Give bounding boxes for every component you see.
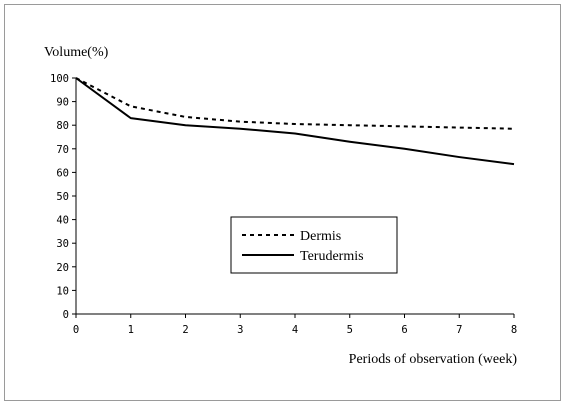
legend-items: Dermis Terudermis: [242, 229, 364, 264]
y-tick-label: 0: [63, 309, 69, 321]
legend-box: [230, 216, 398, 274]
y-tick-label: 40: [56, 215, 69, 227]
y-tick-label: 20: [56, 262, 69, 274]
y-tick-label: 100: [50, 73, 69, 85]
axes: 0 10 20 30 40 50 60 70 80 90 100 0 1 2 3 4 5 6 7 8: [50, 73, 517, 336]
series-line-dermis: [75, 77, 515, 130]
legend-label-dermis: Dermis: [300, 229, 341, 244]
x-tick-label: 8: [511, 324, 517, 336]
y-axis-title: Volume(%): [44, 45, 109, 60]
x-tick-label: 6: [401, 324, 407, 336]
x-tick-label: 7: [456, 324, 462, 336]
series-layer: [75, 77, 515, 166]
x-tick-label: 2: [182, 324, 188, 336]
x-tick-label: 4: [292, 324, 298, 336]
chart-frame: [4, 4, 561, 401]
x-tick-label: 5: [347, 324, 353, 336]
x-tick-label: 1: [128, 324, 134, 336]
y-tick-label: 30: [56, 238, 69, 250]
y-tick-label: 90: [56, 97, 69, 109]
y-tick-label: 70: [56, 144, 69, 156]
legend: Dermis Terudermis: [230, 216, 398, 274]
x-tick-label: 3: [237, 324, 243, 336]
x-tick-label: 0: [73, 324, 79, 336]
x-axis-title: Periods of observation (week): [349, 352, 518, 367]
series-line-terudermis: [75, 77, 515, 166]
y-tick-label: 50: [56, 191, 69, 203]
y-tick-label: 10: [56, 285, 69, 297]
y-tick-label: 60: [56, 167, 69, 179]
y-tick-label: 80: [56, 120, 69, 132]
legend-label-terudermis: Terudermis: [300, 249, 364, 264]
